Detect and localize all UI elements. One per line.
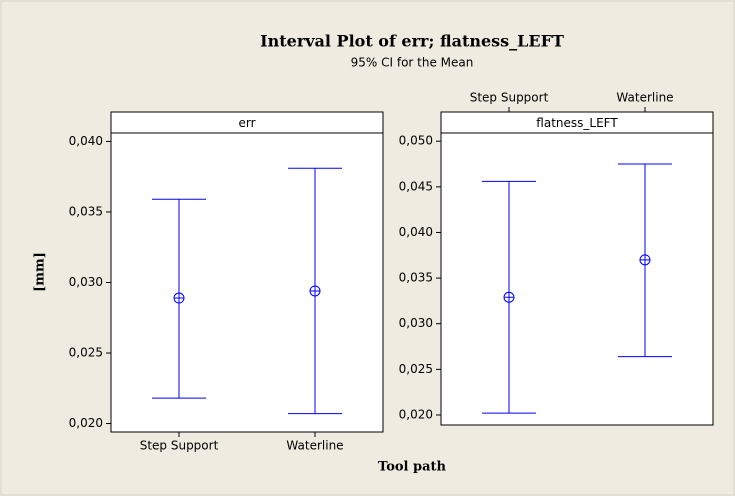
- y-tick-label: 0,040: [399, 225, 433, 239]
- panel-plot-area: [440, 132, 714, 426]
- panel-header: [110, 111, 384, 134]
- mean-marker-cross: [504, 292, 514, 303]
- y-tick-label: 0,030: [399, 316, 433, 330]
- x-tick-label: Waterline: [616, 91, 673, 105]
- y-tick-label: 0,035: [399, 271, 433, 285]
- mean-marker-cross: [640, 254, 650, 265]
- y-tick-label: 0,045: [399, 179, 433, 193]
- panel-label: flatness_LEFT: [536, 116, 618, 130]
- chart-subtitle: 95% CI for the Mean: [351, 56, 474, 70]
- y-tick-label: 0,025: [399, 362, 433, 376]
- mean-marker-cross: [174, 293, 184, 304]
- x-tick-label: Waterline: [286, 439, 343, 453]
- y-tick-label: 0,020: [69, 416, 103, 430]
- y-tick-label: 0,020: [399, 407, 433, 421]
- panel-label: err: [238, 116, 255, 130]
- mean-marker-cross: [310, 285, 320, 296]
- x-tick-label: Step Support: [470, 91, 549, 105]
- x-tick-label: Step Support: [140, 439, 219, 453]
- panel-header: [440, 111, 714, 134]
- y-axis-title: [mm]: [33, 252, 48, 292]
- y-tick-label: 0,035: [69, 204, 103, 218]
- y-tick-label: 0,025: [69, 346, 103, 360]
- y-tick-label: 0,050: [399, 134, 433, 148]
- y-tick-label: 0,040: [69, 134, 103, 148]
- chart-title: Interval Plot of err; flatness_LEFT: [260, 32, 564, 51]
- y-tick-label: 0,030: [69, 275, 103, 289]
- x-axis-title: Tool path: [378, 460, 447, 475]
- panel-plot-area: [110, 132, 384, 433]
